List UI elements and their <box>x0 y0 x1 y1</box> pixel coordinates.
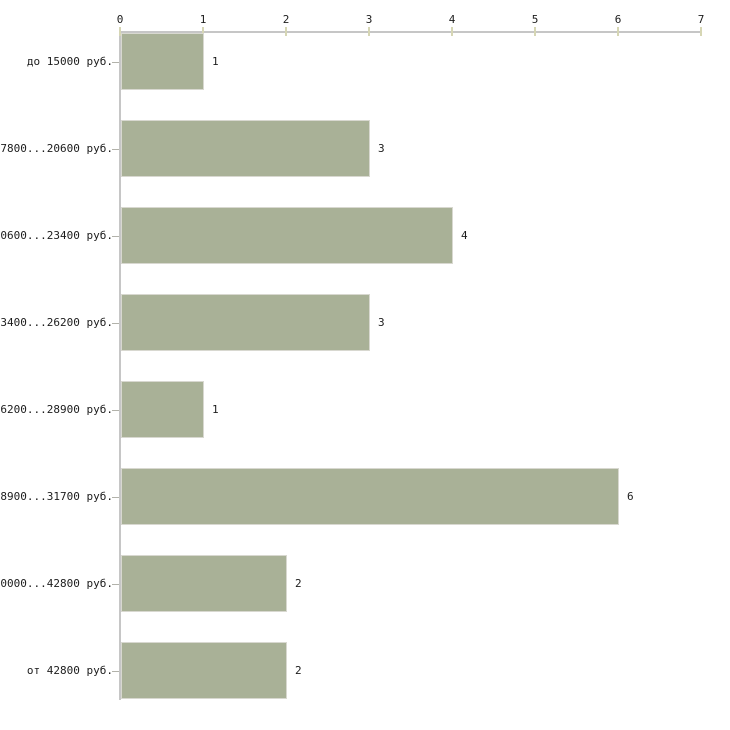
category-label: 20600...23400 руб. <box>0 229 113 242</box>
category-label: от 42800 руб. <box>26 664 113 677</box>
x-axis-tick-mark <box>451 27 453 36</box>
bar-1 <box>121 33 204 90</box>
category-label: 28900...31700 руб. <box>0 490 113 503</box>
category-tick-mark <box>112 410 119 411</box>
bar-value-label: 2 <box>295 664 302 677</box>
x-axis-tick-mark <box>700 27 702 36</box>
bar-value-label: 1 <box>212 55 219 68</box>
category-label: 17800...20600 руб. <box>0 142 113 155</box>
bar-value-label: 3 <box>378 316 385 329</box>
bar-8 <box>121 642 287 699</box>
x-axis-tick-label: 3 <box>365 13 373 26</box>
bar-2 <box>121 120 370 177</box>
category-label: до 15000 руб. <box>26 55 113 68</box>
bar-value-label: 3 <box>378 142 385 155</box>
category-tick-mark <box>112 323 119 324</box>
x-axis-tick-mark <box>617 27 619 36</box>
x-axis-tick-label: 2 <box>282 13 290 26</box>
category-label: 26200...28900 руб. <box>0 403 113 416</box>
bar-7 <box>121 555 287 612</box>
x-axis-tick-label: 5 <box>531 13 539 26</box>
category-tick-mark <box>112 149 119 150</box>
category-tick-mark <box>112 671 119 672</box>
category-tick-mark <box>112 497 119 498</box>
x-axis-line <box>119 31 702 33</box>
x-axis-tick-label: 7 <box>697 13 705 26</box>
bar-6 <box>121 468 619 525</box>
category-tick-mark <box>112 584 119 585</box>
category-label: 23400...26200 руб. <box>0 316 113 329</box>
bar-value-label: 2 <box>295 577 302 590</box>
bar-5 <box>121 381 204 438</box>
bar-4 <box>121 294 370 351</box>
x-axis-tick-label: 1 <box>199 13 207 26</box>
x-axis-tick-mark <box>202 27 204 36</box>
bar-value-label: 6 <box>627 490 634 503</box>
bar-value-label: 1 <box>212 403 219 416</box>
x-axis-tick-mark <box>119 27 121 36</box>
x-axis-tick-mark <box>534 27 536 36</box>
bar-3 <box>121 207 453 264</box>
bar-value-label: 4 <box>461 229 468 242</box>
category-tick-mark <box>112 236 119 237</box>
category-label: 40000...42800 руб. <box>0 577 113 590</box>
x-axis-tick-label: 0 <box>116 13 124 26</box>
x-axis-tick-mark <box>285 27 287 36</box>
x-axis-tick-label: 6 <box>614 13 622 26</box>
x-axis-tick-label: 4 <box>448 13 456 26</box>
y-axis-line <box>119 31 121 700</box>
x-axis-tick-mark <box>368 27 370 36</box>
category-tick-mark <box>112 62 119 63</box>
